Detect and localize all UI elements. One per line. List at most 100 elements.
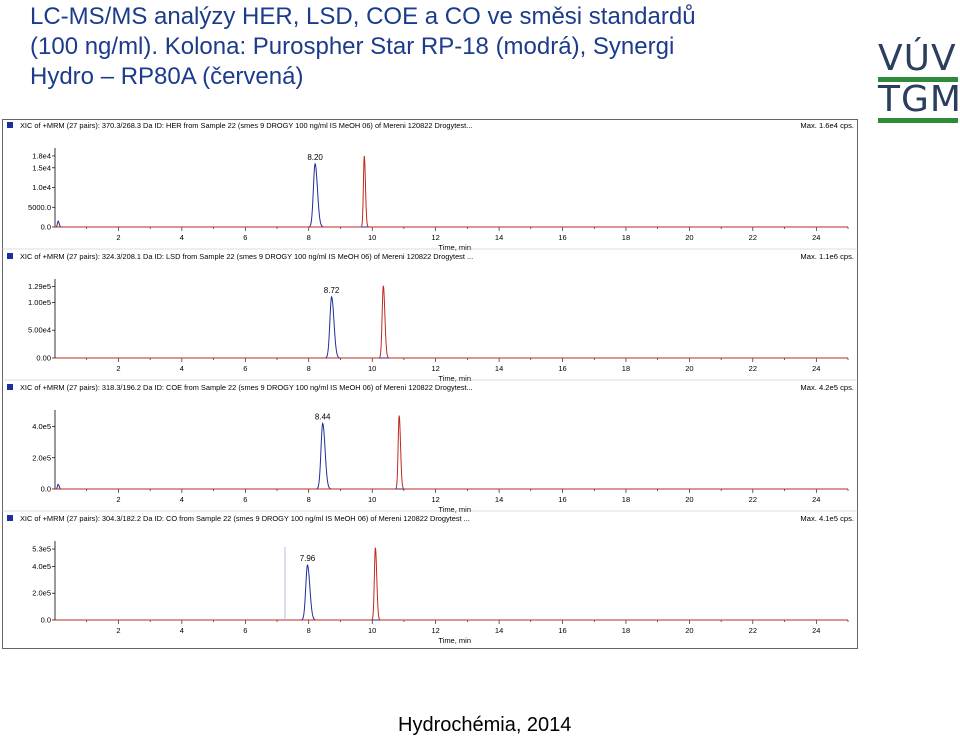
y-tick-label: 4.0e5 [32, 562, 51, 571]
x-tick-label: 6 [243, 233, 247, 242]
y-tick-label: 0.0 [41, 485, 51, 494]
y-tick-label: 5.00e4 [28, 326, 51, 335]
panel-max-label: Max. 1.6e4 cps. [800, 121, 854, 130]
x-tick-label: 24 [812, 233, 820, 242]
x-tick-label: 20 [685, 626, 693, 635]
y-tick-label: 0.0 [41, 223, 51, 232]
x-tick-label: 16 [558, 626, 566, 635]
x-tick-label: 12 [431, 233, 439, 242]
x-tick-label: 22 [749, 233, 757, 242]
x-tick-label: 6 [243, 364, 247, 373]
x-tick-label: 4 [180, 495, 184, 504]
panel-header-text: XIC of +MRM (27 pairs): 318.3/196.2 Da I… [20, 383, 473, 392]
logo-text-vuv: VÚV [878, 38, 957, 79]
slide-title: LC-MS/MS analýzy HER, LSD, COE a CO ve s… [30, 2, 860, 92]
x-tick-label: 14 [495, 233, 503, 242]
panel-max-label: Max. 1.1e6 cps. [800, 252, 854, 261]
x-tick-label: 14 [495, 364, 503, 373]
x-tick-label: 16 [558, 233, 566, 242]
x-tick-label: 14 [495, 495, 503, 504]
x-axis-label: Time, min [438, 636, 471, 645]
x-tick-label: 6 [243, 495, 247, 504]
x-tick-label: 8 [307, 364, 311, 373]
y-tick-label: 1.29e5 [28, 282, 51, 291]
series-trace-red [55, 285, 848, 359]
x-tick-label: 22 [749, 364, 757, 373]
peak-rt-label: 8.72 [324, 286, 340, 295]
x-tick-label: 18 [622, 364, 630, 373]
panel-header-text: XIC of +MRM (27 pairs): 324.3/208.1 Da I… [20, 252, 473, 261]
x-tick-label: 18 [622, 233, 630, 242]
x-tick-label: 24 [812, 495, 820, 504]
x-tick-label: 8 [307, 233, 311, 242]
chromatogram-panel-3: XIC of +MRM (27 pairs): 318.3/196.2 Da I… [2, 383, 858, 514]
series-trace-blue [55, 162, 848, 228]
series-trace-red [55, 155, 848, 228]
x-tick-label: 16 [558, 495, 566, 504]
legend-marker [7, 384, 13, 390]
x-tick-label: 18 [622, 495, 630, 504]
y-tick-label: 2.0e5 [32, 589, 51, 598]
x-tick-label: 18 [622, 626, 630, 635]
x-tick-label: 20 [685, 495, 693, 504]
chromatogram-frame [2, 119, 858, 649]
x-tick-label: 16 [558, 364, 566, 373]
x-tick-label: 10 [368, 495, 376, 504]
series-trace-red [55, 547, 848, 621]
y-tick-label: 1.5e4 [32, 163, 51, 172]
x-tick-label: 20 [685, 364, 693, 373]
legend-marker [7, 515, 13, 521]
y-tick-label: 1.0e4 [32, 183, 51, 192]
x-tick-label: 2 [116, 364, 120, 373]
series-trace-blue [55, 422, 848, 490]
peak-rt-label: 7.96 [300, 554, 316, 563]
x-tick-label: 6 [243, 626, 247, 635]
peak-rt-label: 8.44 [315, 412, 331, 421]
footer-text: Hydrochémia, 2014 [398, 714, 572, 736]
x-tick-label: 20 [685, 233, 693, 242]
series-trace-blue [55, 563, 848, 621]
x-tick-label: 10 [368, 626, 376, 635]
x-tick-label: 10 [368, 233, 376, 242]
x-axis-label: Time, min [438, 505, 471, 514]
y-tick-label: 1.8e4 [32, 151, 51, 160]
legend-marker [7, 253, 13, 259]
chromatogram-stack: XIC of +MRM (27 pairs): 370.3/268.3 Da I… [2, 121, 858, 645]
x-tick-label: 4 [180, 364, 184, 373]
legend-marker [7, 122, 13, 128]
logo-divider [878, 77, 958, 82]
x-tick-label: 2 [116, 626, 120, 635]
x-tick-label: 4 [180, 626, 184, 635]
x-tick-label: 8 [307, 626, 311, 635]
x-tick-label: 8 [307, 495, 311, 504]
x-tick-label: 4 [180, 233, 184, 242]
slide-title-line-1: LC-MS/MS analýzy HER, LSD, COE a CO ve s… [30, 3, 696, 30]
series-trace-blue [55, 295, 848, 359]
x-tick-label: 12 [431, 364, 439, 373]
x-axis-label: Time, min [438, 243, 471, 252]
y-tick-label: 5.3e5 [32, 545, 51, 554]
x-tick-label: 22 [749, 495, 757, 504]
logo-text-tgm: TGM [878, 79, 960, 120]
x-tick-label: 2 [116, 495, 120, 504]
slide-title-line-3: Hydro – RP80A (červená) [30, 63, 304, 90]
y-tick-label: 0.0 [41, 616, 51, 625]
x-tick-label: 2 [116, 233, 120, 242]
y-tick-label: 0.00 [36, 354, 51, 363]
chromatogram-panel-4: XIC of +MRM (27 pairs): 304.3/182.2 Da I… [7, 514, 854, 645]
panel-max-label: Max. 4.1e5 cps. [800, 514, 854, 523]
x-tick-label: 12 [431, 626, 439, 635]
panel-max-label: Max. 4.2e5 cps. [800, 383, 854, 392]
vuv-tgm-logo: VÚV TGM [878, 38, 960, 124]
slide-title-line-2: (100 ng/ml). Kolona: Purospher Star RP-1… [30, 33, 675, 60]
y-tick-label: 5000.0 [28, 203, 51, 212]
logo-divider-bottom [878, 118, 958, 123]
x-tick-label: 12 [431, 495, 439, 504]
y-tick-label: 2.0e5 [32, 453, 51, 462]
x-tick-label: 24 [812, 626, 820, 635]
x-tick-label: 10 [368, 364, 376, 373]
y-tick-label: 1.00e5 [28, 298, 51, 307]
chromatogram-panel-2: XIC of +MRM (27 pairs): 324.3/208.1 Da I… [2, 252, 858, 383]
panel-header-text: XIC of +MRM (27 pairs): 370.3/268.3 Da I… [20, 121, 472, 130]
x-tick-label: 22 [749, 626, 757, 635]
